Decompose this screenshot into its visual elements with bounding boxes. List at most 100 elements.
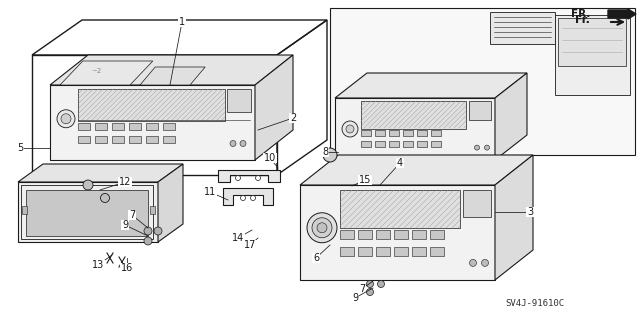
Bar: [146, 122, 158, 130]
Circle shape: [470, 259, 477, 266]
Text: 4: 4: [397, 158, 403, 168]
FancyArrow shape: [608, 9, 636, 19]
Bar: [95, 122, 107, 130]
Circle shape: [100, 194, 109, 203]
Bar: [78, 136, 90, 143]
Bar: [129, 136, 141, 143]
Bar: [50, 85, 255, 160]
Bar: [431, 130, 441, 136]
Bar: [32, 55, 277, 175]
Polygon shape: [50, 55, 293, 85]
Circle shape: [154, 227, 162, 235]
Bar: [375, 130, 385, 136]
Polygon shape: [300, 155, 533, 185]
Bar: [417, 141, 427, 147]
Bar: [22, 206, 27, 214]
Bar: [469, 101, 491, 120]
Circle shape: [346, 125, 354, 133]
Circle shape: [312, 218, 332, 238]
Text: 16: 16: [121, 263, 133, 273]
Circle shape: [57, 110, 75, 128]
Circle shape: [484, 145, 490, 150]
Bar: [412, 247, 426, 256]
Bar: [389, 130, 399, 136]
Bar: [112, 122, 124, 130]
Bar: [163, 122, 175, 130]
Polygon shape: [140, 67, 205, 85]
Bar: [129, 122, 141, 130]
Circle shape: [83, 180, 93, 190]
Bar: [78, 122, 90, 130]
Text: 10: 10: [264, 153, 276, 163]
Bar: [430, 247, 444, 256]
Text: 7: 7: [359, 284, 365, 294]
Bar: [375, 141, 385, 147]
Circle shape: [323, 148, 337, 162]
Circle shape: [481, 259, 488, 266]
Bar: [78, 89, 225, 121]
Text: 17: 17: [244, 240, 256, 250]
Bar: [300, 185, 495, 280]
Polygon shape: [495, 155, 533, 280]
Bar: [150, 206, 155, 214]
Bar: [21, 185, 153, 239]
Circle shape: [317, 223, 327, 233]
Bar: [394, 230, 408, 239]
Polygon shape: [218, 170, 280, 182]
Polygon shape: [495, 73, 527, 160]
Circle shape: [240, 140, 246, 146]
Circle shape: [474, 145, 479, 150]
Bar: [340, 247, 354, 256]
Bar: [146, 136, 158, 143]
Bar: [18, 182, 158, 242]
Circle shape: [307, 213, 337, 243]
Text: 14: 14: [232, 233, 244, 243]
Circle shape: [241, 196, 246, 201]
Bar: [361, 101, 466, 129]
Bar: [403, 130, 413, 136]
Text: 3: 3: [527, 207, 533, 217]
Circle shape: [236, 175, 241, 181]
Circle shape: [230, 140, 236, 146]
Bar: [112, 136, 124, 143]
Text: 9: 9: [122, 220, 128, 230]
Text: 13: 13: [92, 260, 104, 270]
Bar: [431, 141, 441, 147]
Bar: [361, 130, 371, 136]
Text: 6: 6: [313, 253, 319, 263]
Bar: [403, 141, 413, 147]
Circle shape: [144, 237, 152, 245]
Bar: [361, 141, 371, 147]
Bar: [335, 98, 495, 160]
Text: FR.: FR.: [571, 9, 590, 19]
Polygon shape: [60, 61, 153, 85]
Circle shape: [367, 288, 374, 295]
Circle shape: [250, 196, 255, 201]
Text: 8: 8: [322, 147, 328, 157]
Bar: [376, 247, 390, 256]
Text: ~2: ~2: [92, 68, 102, 74]
Bar: [26, 190, 148, 236]
Polygon shape: [330, 8, 635, 155]
Bar: [430, 230, 444, 239]
Circle shape: [61, 114, 71, 124]
Bar: [463, 190, 491, 217]
Text: 1: 1: [179, 17, 185, 27]
Bar: [394, 247, 408, 256]
Text: SV4J-91610C: SV4J-91610C: [505, 299, 564, 308]
Bar: [227, 89, 251, 112]
Bar: [412, 230, 426, 239]
Bar: [358, 230, 372, 239]
Text: 11: 11: [204, 187, 216, 197]
Bar: [163, 136, 175, 143]
Bar: [340, 230, 354, 239]
Circle shape: [342, 121, 358, 137]
Text: 2: 2: [290, 113, 296, 123]
Bar: [340, 190, 460, 228]
Bar: [417, 130, 427, 136]
Text: 12: 12: [119, 177, 131, 187]
Text: 15: 15: [359, 175, 371, 185]
Text: 7: 7: [129, 210, 135, 220]
Polygon shape: [335, 73, 527, 98]
Circle shape: [367, 280, 374, 287]
